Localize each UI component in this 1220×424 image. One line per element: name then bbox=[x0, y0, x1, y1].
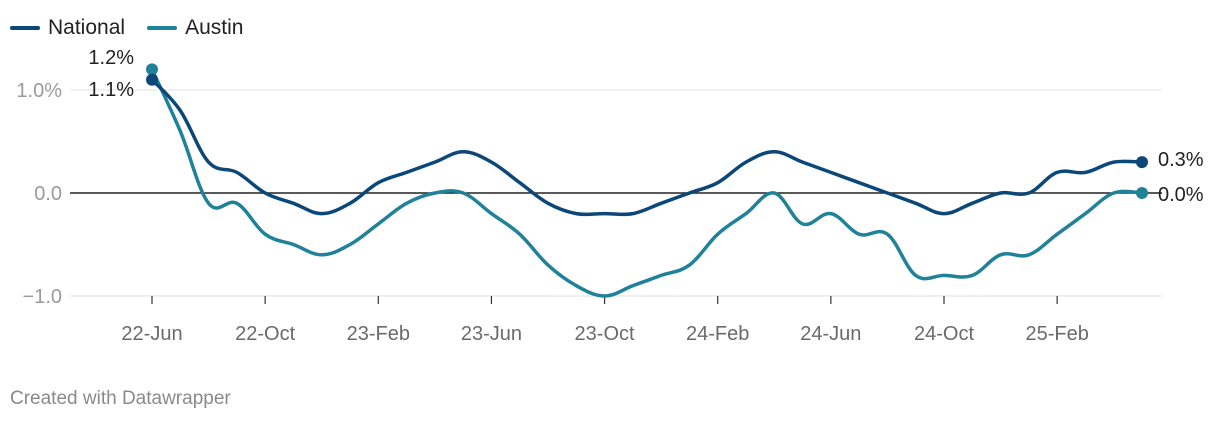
legend-swatch-austin bbox=[147, 26, 178, 30]
legend-item-national[interactable]: National bbox=[10, 16, 125, 40]
footer-credit[interactable]: Created with Datawrapper bbox=[10, 388, 231, 409]
start-label-austin: 1.2% bbox=[88, 47, 134, 69]
end-label-national: 0.3% bbox=[1158, 149, 1204, 171]
legend-label-national: National bbox=[48, 16, 126, 39]
legend: National Austin bbox=[10, 16, 243, 40]
legend-label-austin: Austin bbox=[185, 16, 244, 39]
legend-swatch-national bbox=[10, 26, 40, 30]
x-tick-label: 23-Feb bbox=[347, 323, 410, 345]
x-tick-label: 24-Jun bbox=[800, 323, 861, 345]
end-point-national bbox=[1136, 156, 1148, 169]
x-tick-label: 22-Oct bbox=[235, 323, 295, 345]
series-line-national bbox=[150, 77, 1144, 217]
x-tick-label: 25-Feb bbox=[1025, 323, 1088, 345]
x-tick-label: 24-Feb bbox=[686, 323, 749, 345]
end-label-austin: 0.0% bbox=[1158, 184, 1204, 206]
y-tick-label: 0.0 bbox=[34, 183, 62, 205]
x-tick-label: 24-Oct bbox=[914, 323, 974, 345]
start-point-austin bbox=[146, 63, 158, 76]
x-tick-label: 22-Jun bbox=[121, 323, 182, 345]
legend-item-austin[interactable]: Austin bbox=[147, 16, 243, 40]
start-point-national bbox=[146, 73, 158, 86]
y-tick-label: 1.0% bbox=[16, 80, 62, 102]
start-label-national: 1.1% bbox=[88, 79, 134, 101]
y-tick-label: −1.0 bbox=[23, 286, 62, 308]
series-line-austin bbox=[150, 67, 1144, 298]
x-tick-label: 23-Oct bbox=[575, 323, 635, 345]
end-point-austin bbox=[1136, 187, 1148, 199]
x-tick-label: 23-Jun bbox=[461, 323, 522, 345]
